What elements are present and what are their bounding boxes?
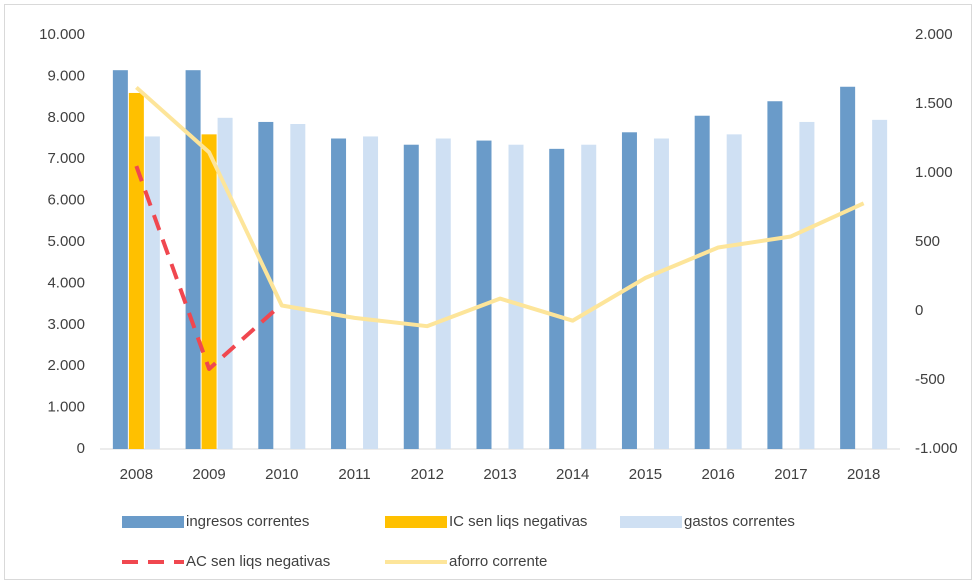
y-tick-label: 4.000 [47, 274, 85, 291]
x-tick-label: 2014 [556, 466, 589, 483]
bar [549, 148, 565, 449]
legend-label: IC sen liqs negativas [449, 513, 587, 530]
bar [331, 138, 347, 449]
y-tick-label: 0 [77, 440, 85, 457]
bar [435, 138, 451, 449]
y2-tick-label: 1.000 [915, 164, 953, 181]
bar [201, 134, 217, 450]
bar [363, 136, 379, 449]
legend-label: ingresos correntes [186, 513, 309, 530]
legend-label: AC sen liqs negativas [186, 553, 330, 570]
legend-swatch [122, 516, 184, 528]
y-tick-label: 5.000 [47, 233, 85, 250]
x-tick-label: 2010 [265, 466, 298, 483]
bar [726, 134, 742, 450]
y-tick-label: 9.000 [47, 67, 85, 84]
y-tick-label: 3.000 [47, 316, 85, 333]
bar [185, 70, 201, 449]
y-tick-label: 8.000 [47, 109, 85, 126]
line [134, 165, 284, 371]
legend-swatch [385, 516, 447, 528]
x-tick-label: 2012 [411, 466, 444, 483]
bar [403, 144, 419, 449]
y-tick-label: 2.000 [47, 357, 85, 374]
x-tick-label: 2017 [774, 466, 807, 483]
legend-label: gastos correntes [684, 513, 795, 530]
x-tick-label: 2008 [120, 466, 153, 483]
y2-tick-label: -500 [915, 371, 945, 388]
y2-tick-label: 500 [915, 233, 940, 250]
bar [144, 136, 160, 449]
x-tick-label: 2016 [701, 466, 734, 483]
x-tick-label: 2015 [629, 466, 662, 483]
bar [621, 132, 637, 450]
y2-tick-label: 2.000 [915, 26, 953, 43]
bar [258, 121, 274, 449]
y-tick-label: 7.000 [47, 150, 85, 167]
legend-label: aforro corrente [449, 553, 547, 570]
x-tick-label: 2011 [338, 466, 370, 483]
bar [799, 121, 815, 449]
bar [872, 119, 888, 450]
y2-tick-label: 1.500 [915, 95, 953, 112]
bar [290, 124, 306, 449]
legend-swatch [620, 516, 682, 528]
bar [694, 115, 710, 449]
line [135, 85, 865, 329]
y-tick-label: 6.000 [47, 192, 85, 209]
bar [840, 86, 856, 449]
bar [217, 117, 233, 450]
bar [653, 138, 669, 449]
y2-tick-label: -1.000 [915, 440, 958, 457]
bar [128, 92, 144, 450]
bar [508, 144, 524, 449]
x-tick-label: 2018 [847, 466, 880, 483]
bar [112, 70, 128, 449]
bar [767, 101, 783, 450]
y-tick-label: 10.000 [39, 26, 85, 43]
bar [581, 144, 597, 449]
y2-tick-label: 0 [915, 302, 923, 319]
x-tick-label: 2013 [483, 466, 516, 483]
bar [476, 140, 492, 449]
x-tick-label: 2009 [192, 466, 225, 483]
y-tick-label: 1.000 [47, 399, 85, 416]
